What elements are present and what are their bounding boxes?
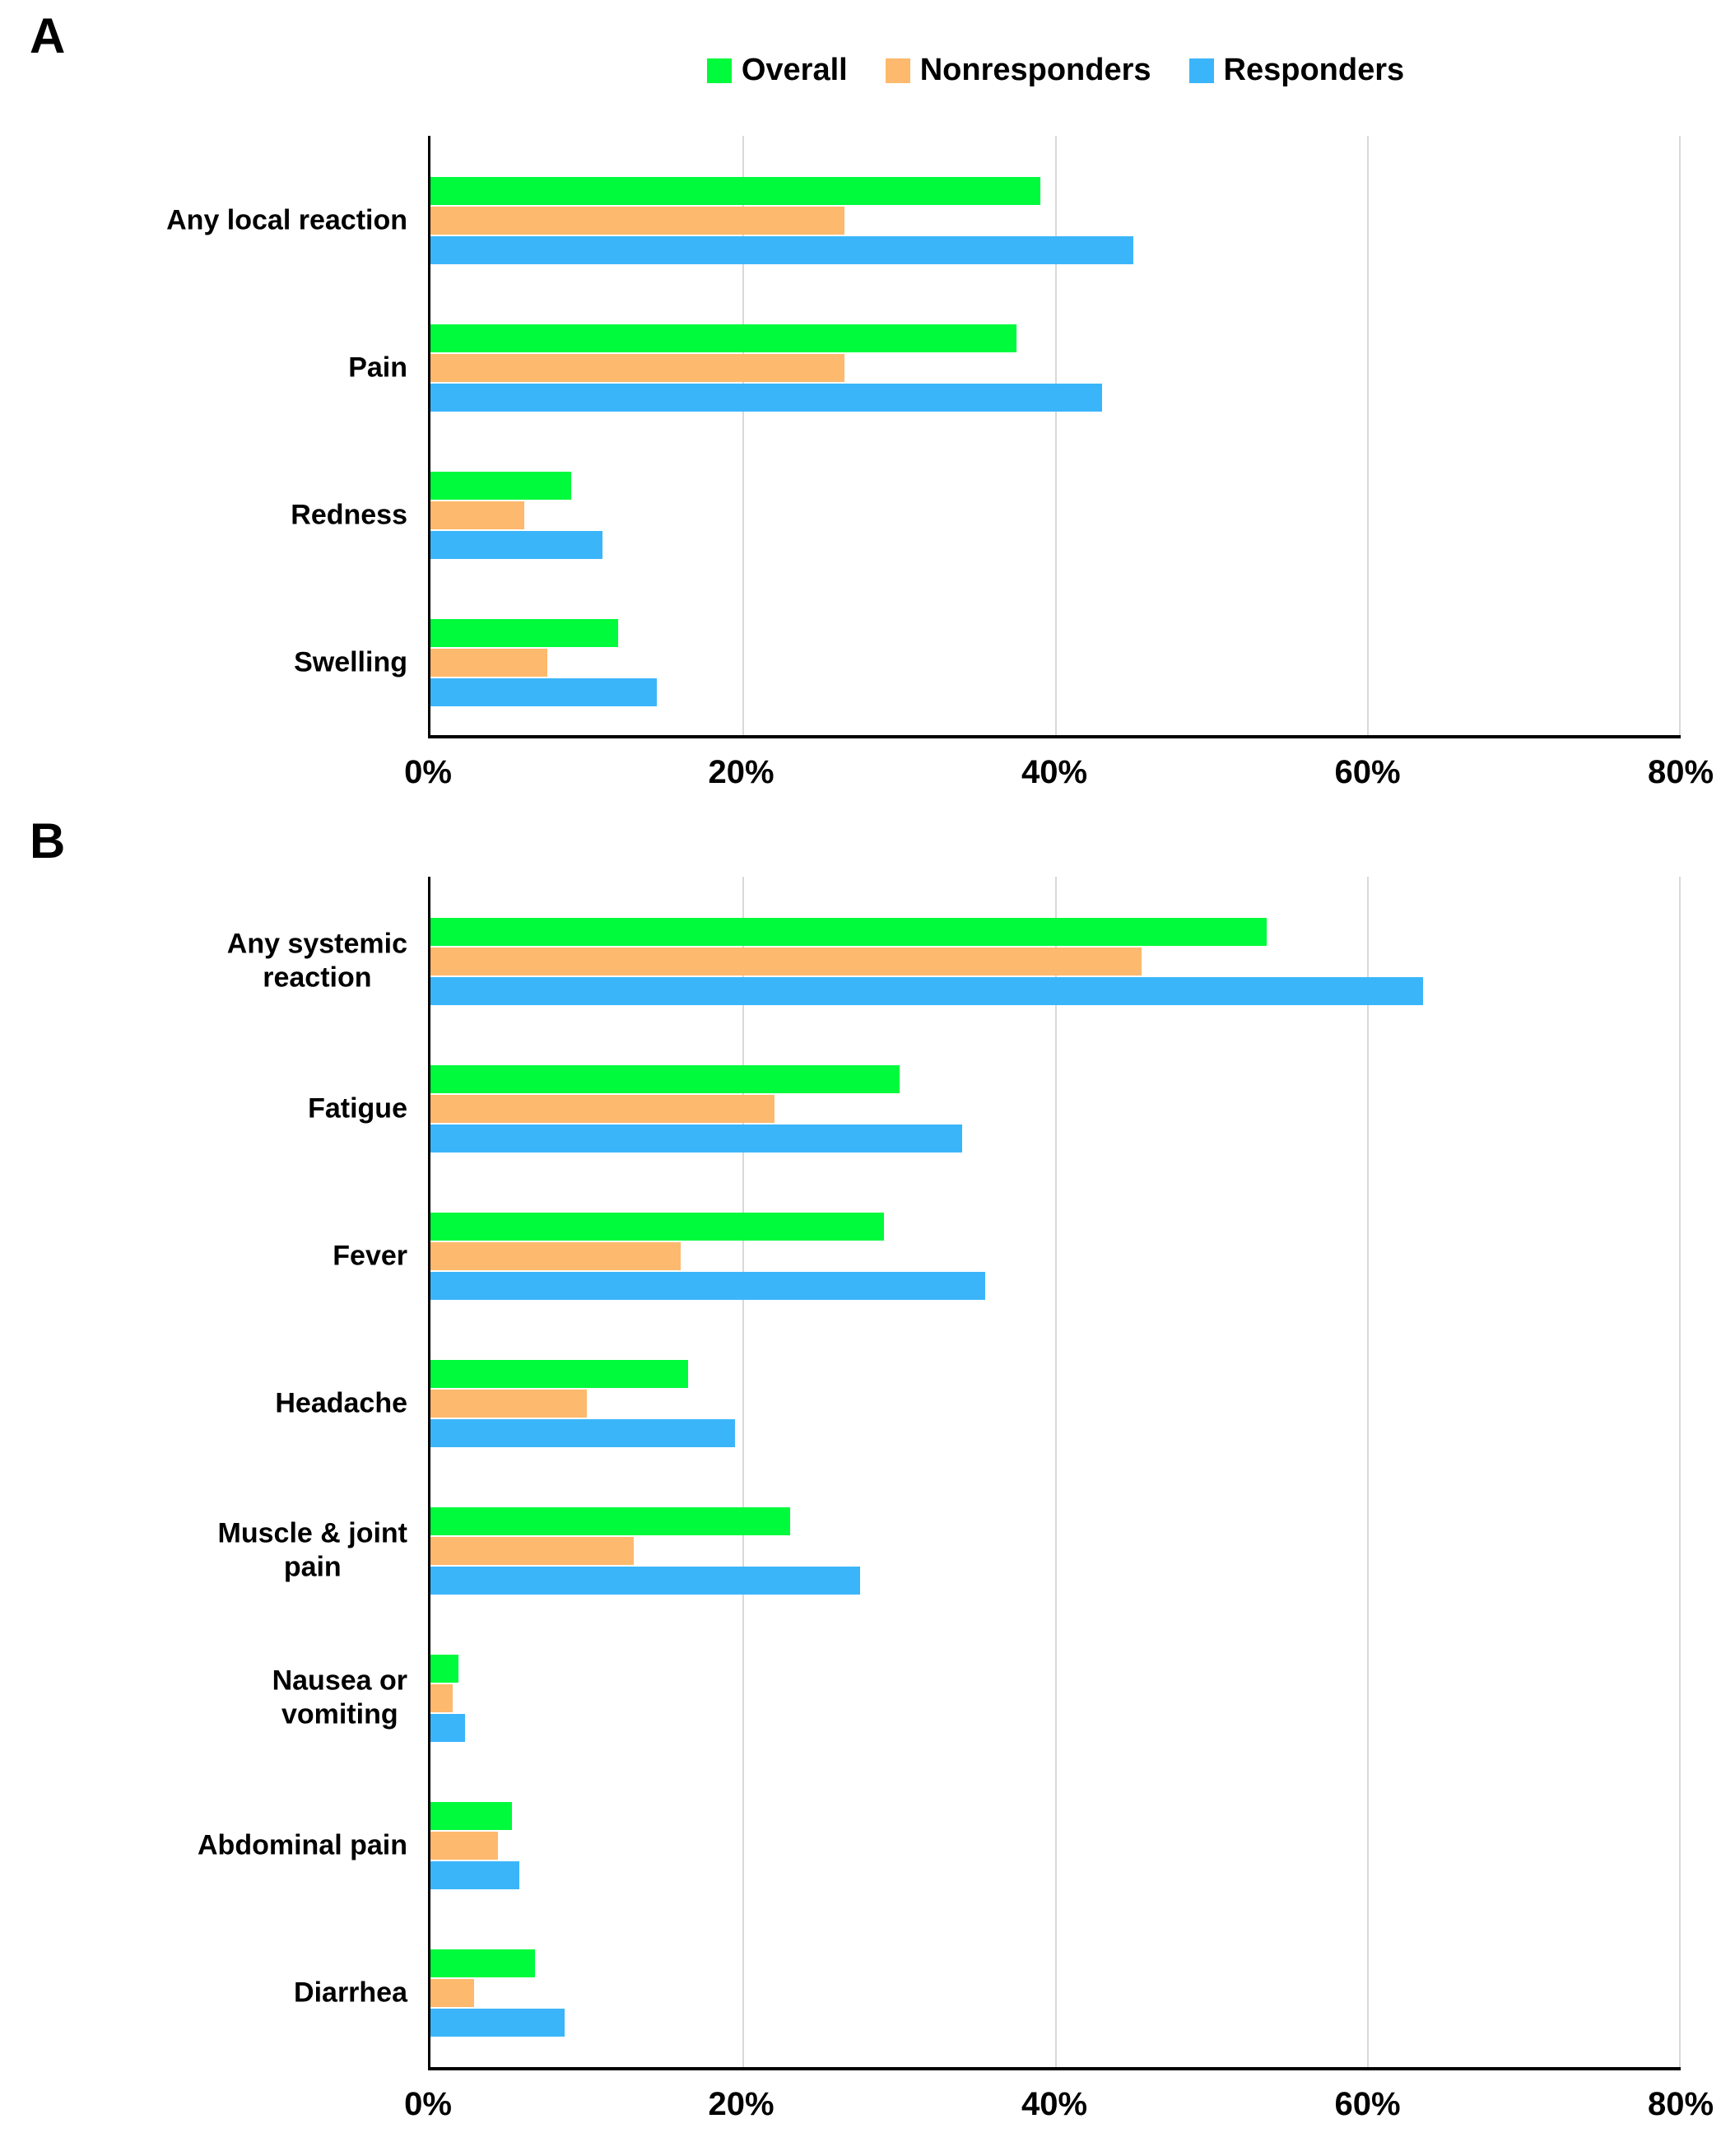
bar-nonresponders-0	[430, 207, 845, 235]
category-row-any-systemic-reaction: Any systemic reaction	[227, 918, 1681, 1005]
category-label: Any local reaction	[166, 204, 407, 236]
x-tick-label: 0%	[404, 2086, 452, 2122]
bar-nonresponders-6	[430, 1832, 498, 1860]
legend-label-nonresponders: Nonresponders	[919, 53, 1151, 87]
panel-a-x-axis: 0% 20% 40% 60% 80%	[404, 754, 1714, 799]
bar-overall-0	[430, 918, 1267, 946]
panel-b-letter: B	[30, 813, 66, 868]
category-label: Fever	[333, 1240, 407, 1272]
bar-overall-4	[430, 1507, 790, 1535]
category-label: Muscle & joint pain	[217, 1517, 407, 1583]
bar-overall-0	[430, 177, 1040, 205]
bar-nonresponders-2	[430, 1242, 681, 1270]
bar-overall-2	[430, 472, 571, 500]
category-row-nausea-or-vomiting: Nausea or vomiting	[272, 1655, 1681, 1742]
category-row-fever: Fever	[333, 1213, 1681, 1300]
bar-nonresponders-3	[430, 1390, 587, 1418]
panel-a-plot: Any local reaction Pain Redness Swelling	[166, 136, 1681, 738]
x-tick-label: 20%	[708, 2086, 774, 2122]
category-label: Redness	[291, 499, 407, 531]
bar-nonresponders-2	[430, 501, 524, 529]
bar-overall-2	[430, 1213, 884, 1241]
bar-nonresponders-3	[430, 649, 548, 677]
category-row-redness: Redness	[291, 472, 1681, 559]
category-row-any-local-reaction: Any local reaction	[166, 177, 1681, 264]
category-row-abdominal-pain: Abdominal pain	[198, 1802, 1681, 1889]
legend-label-responders: Responders	[1223, 53, 1405, 87]
bar-overall-1	[430, 324, 1017, 352]
bar-responders-6	[430, 1861, 520, 1889]
category-label: Nausea or vomiting	[272, 1665, 407, 1730]
category-row-fatigue: Fatigue	[308, 1065, 1681, 1153]
x-tick-label: 80%	[1647, 754, 1714, 790]
bar-nonresponders-1	[430, 1095, 774, 1123]
legend-label-overall: Overall	[741, 53, 848, 87]
bar-responders-2	[430, 1272, 986, 1300]
x-tick-label: 40%	[1021, 754, 1088, 790]
category-row-muscle-joint-pain: Muscle & joint pain	[218, 1507, 1681, 1595]
category-label: Any systemic reaction	[226, 928, 407, 994]
bar-nonresponders-0	[430, 948, 1142, 976]
x-tick-label: 0%	[404, 754, 452, 790]
x-tick-label: 60%	[1334, 2086, 1401, 2122]
x-tick-label: 40%	[1021, 2086, 1088, 2122]
panel-b-x-axis: 0% 20% 40% 60% 80%	[404, 2086, 1714, 2130]
x-tick-label: 80%	[1647, 2086, 1714, 2122]
category-row-swelling: Swelling	[294, 619, 1681, 706]
bar-nonresponders-1	[430, 354, 845, 382]
bar-responders-3	[430, 1419, 736, 1447]
bar-nonresponders-5	[430, 1684, 453, 1712]
category-row-headache: Headache	[275, 1360, 1681, 1447]
bar-overall-7	[430, 1949, 536, 1977]
legend-item-overall: Overall	[706, 53, 848, 88]
panel-b-plot: Any systemic reaction Fatigue Fever Headache…	[198, 877, 1681, 2070]
category-label: Diarrhea	[294, 1977, 407, 2009]
bar-responders-2	[430, 531, 602, 559]
bar-overall-3	[430, 619, 618, 647]
bar-responders-1	[430, 384, 1103, 412]
category-label: Pain	[348, 352, 407, 384]
bar-overall-6	[430, 1802, 512, 1830]
x-tick-label: 60%	[1334, 754, 1401, 790]
legend: Overall Nonresponders Responders	[428, 53, 1683, 88]
legend-item-responders: Responders	[1188, 53, 1405, 88]
category-label: Fatigue	[308, 1092, 407, 1125]
bar-overall-1	[430, 1065, 900, 1093]
responders-swatch-icon	[1188, 58, 1214, 83]
legend-item-nonresponders: Nonresponders	[885, 53, 1151, 88]
bar-responders-0	[430, 977, 1423, 1005]
nonresponders-swatch-icon	[885, 58, 910, 83]
bar-responders-1	[430, 1125, 962, 1153]
bar-responders-3	[430, 678, 658, 706]
category-row-diarrhea: Diarrhea	[294, 1949, 1681, 2037]
bar-responders-4	[430, 1567, 861, 1595]
bar-responders-0	[430, 236, 1134, 264]
overall-swatch-icon	[706, 58, 732, 83]
bar-responders-7	[430, 2009, 565, 2037]
category-row-pain: Pain	[348, 324, 1681, 412]
bar-responders-5	[430, 1714, 465, 1742]
bar-nonresponders-7	[430, 1979, 475, 2007]
bar-overall-3	[430, 1360, 689, 1388]
category-label: Abdominal pain	[198, 1829, 407, 1861]
bar-overall-5	[430, 1655, 459, 1683]
bar-nonresponders-4	[430, 1537, 634, 1565]
x-tick-label: 20%	[708, 754, 774, 790]
category-label: Headache	[275, 1387, 407, 1419]
category-label: Swelling	[294, 646, 407, 678]
panel-a-letter: A	[30, 8, 66, 63]
